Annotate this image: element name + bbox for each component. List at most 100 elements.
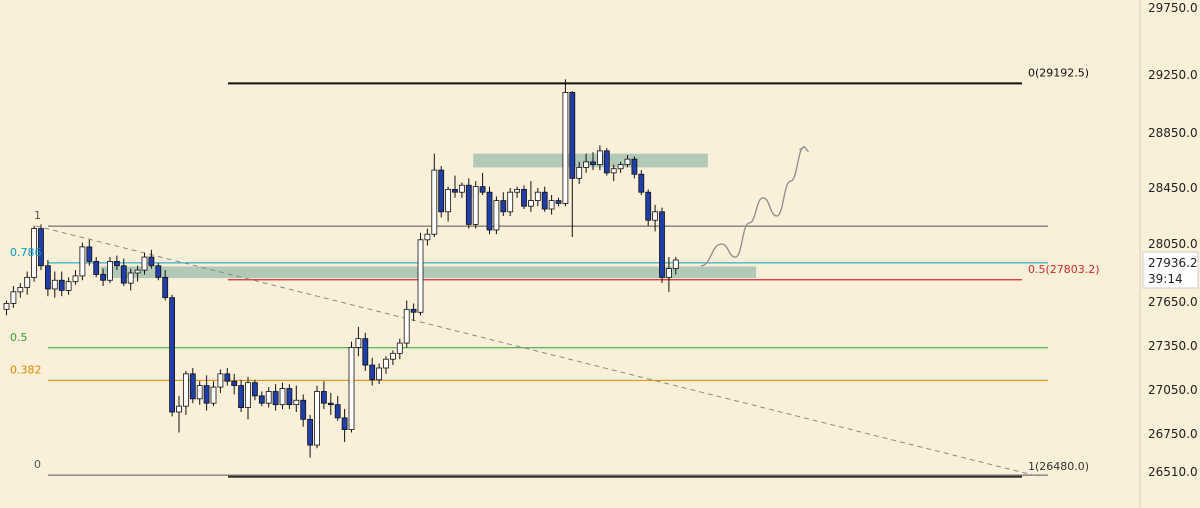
candle-19[interactable] xyxy=(134,265,141,282)
candle-97[interactable] xyxy=(672,257,679,275)
current-price-label[interactable]: 27936.2 39:14 xyxy=(1142,251,1199,289)
candle-72[interactable] xyxy=(500,192,507,216)
candle-60[interactable] xyxy=(417,232,424,316)
candle-46[interactable] xyxy=(320,381,327,410)
candle-66[interactable] xyxy=(458,182,465,198)
projection-path[interactable] xyxy=(700,146,805,267)
candle-62[interactable] xyxy=(431,153,438,237)
candle-38[interactable] xyxy=(265,387,272,408)
candle-4[interactable] xyxy=(31,225,38,282)
candle-51[interactable] xyxy=(355,326,362,357)
candle-0[interactable] xyxy=(3,300,10,316)
candle-43[interactable] xyxy=(300,394,307,427)
candle-6[interactable] xyxy=(45,259,51,297)
candle-35[interactable] xyxy=(245,376,251,420)
candle-18[interactable] xyxy=(127,268,134,291)
candle-58[interactable] xyxy=(403,300,410,348)
candle-53[interactable] xyxy=(369,357,376,386)
candle-52[interactable] xyxy=(362,332,369,371)
candle-30[interactable] xyxy=(210,381,217,407)
candle-15[interactable] xyxy=(107,257,113,284)
candle-57[interactable] xyxy=(396,338,403,360)
candle-70[interactable] xyxy=(486,186,493,235)
candle-1[interactable] xyxy=(10,286,17,308)
candle-33[interactable] xyxy=(231,373,238,395)
candle-88[interactable] xyxy=(610,164,617,182)
candle-10[interactable] xyxy=(72,270,79,285)
support-zone[interactable] xyxy=(100,266,757,279)
candle-22[interactable] xyxy=(155,262,162,281)
candle-81[interactable] xyxy=(562,79,569,207)
candle-49[interactable] xyxy=(341,409,348,442)
candle-28[interactable] xyxy=(196,381,203,405)
candle-71[interactable] xyxy=(493,196,500,235)
candle-41[interactable] xyxy=(286,384,293,410)
candle-80[interactable] xyxy=(555,197,562,207)
candle-9[interactable] xyxy=(65,277,72,295)
candle-75[interactable] xyxy=(521,185,527,209)
candle-95[interactable] xyxy=(659,207,665,284)
candle-92[interactable] xyxy=(638,170,645,195)
candle-23[interactable] xyxy=(162,270,169,301)
candle-76[interactable] xyxy=(528,181,534,212)
candle-68[interactable] xyxy=(472,181,479,229)
candle-50[interactable] xyxy=(348,341,355,433)
candle-85[interactable] xyxy=(590,152,596,171)
candle-40[interactable] xyxy=(279,382,286,410)
candle-20[interactable] xyxy=(141,252,148,275)
candle-26[interactable] xyxy=(182,370,189,415)
candle-21[interactable] xyxy=(148,249,155,269)
candle-14[interactable] xyxy=(100,268,106,287)
candle-31[interactable] xyxy=(217,369,224,393)
candles-layer[interactable] xyxy=(3,79,679,458)
candle-73[interactable] xyxy=(507,188,514,216)
trendline[interactable] xyxy=(35,225,1041,478)
candle-42[interactable] xyxy=(293,385,300,412)
candle-29[interactable] xyxy=(203,375,210,411)
candle-55[interactable] xyxy=(383,356,389,374)
candle-24[interactable] xyxy=(169,294,176,417)
candle-5[interactable] xyxy=(38,224,44,271)
candle-47[interactable] xyxy=(327,392,334,415)
candle-91[interactable] xyxy=(631,156,638,179)
candle-86[interactable] xyxy=(597,145,603,171)
candle-8[interactable] xyxy=(58,271,65,297)
candle-69[interactable] xyxy=(479,172,486,195)
candle-94[interactable] xyxy=(652,204,658,232)
candle-12[interactable] xyxy=(86,239,93,266)
candle-63[interactable] xyxy=(438,166,445,218)
candle-3[interactable] xyxy=(24,271,31,295)
candle-79[interactable] xyxy=(548,195,555,215)
candle-77[interactable] xyxy=(534,188,541,207)
candle-93[interactable] xyxy=(645,189,652,226)
candle-13[interactable] xyxy=(93,257,100,278)
candle-65[interactable] xyxy=(452,175,458,198)
candle-82[interactable] xyxy=(569,90,576,237)
candle-89[interactable] xyxy=(617,161,624,173)
candle-25[interactable] xyxy=(176,395,182,433)
candle-39[interactable] xyxy=(272,384,279,411)
candle-27[interactable] xyxy=(189,368,196,404)
candle-90[interactable] xyxy=(624,155,631,168)
candle-7[interactable] xyxy=(51,271,58,298)
candle-54[interactable] xyxy=(376,363,383,385)
candle-67[interactable] xyxy=(465,178,472,229)
candle-37[interactable] xyxy=(258,391,265,407)
candle-59[interactable] xyxy=(410,303,417,322)
candle-17[interactable] xyxy=(120,258,127,287)
candle-11[interactable] xyxy=(79,242,86,281)
price-axis[interactable]: 29750.0 29250.0 28850.0 28450.0 28050.0 27650… xyxy=(1139,0,1200,508)
candle-74[interactable] xyxy=(514,186,520,198)
candle-61[interactable] xyxy=(424,228,431,246)
candle-78[interactable] xyxy=(541,186,548,212)
candle-32[interactable] xyxy=(224,368,231,386)
candle-83[interactable] xyxy=(576,161,583,184)
candle-16[interactable] xyxy=(114,255,120,271)
candle-84[interactable] xyxy=(583,153,589,173)
candle-34[interactable] xyxy=(238,379,245,412)
candle-96[interactable] xyxy=(666,257,672,292)
candle-64[interactable] xyxy=(445,186,452,222)
candle-2[interactable] xyxy=(17,283,24,298)
candle-48[interactable] xyxy=(334,395,341,421)
candle-87[interactable] xyxy=(603,148,610,176)
